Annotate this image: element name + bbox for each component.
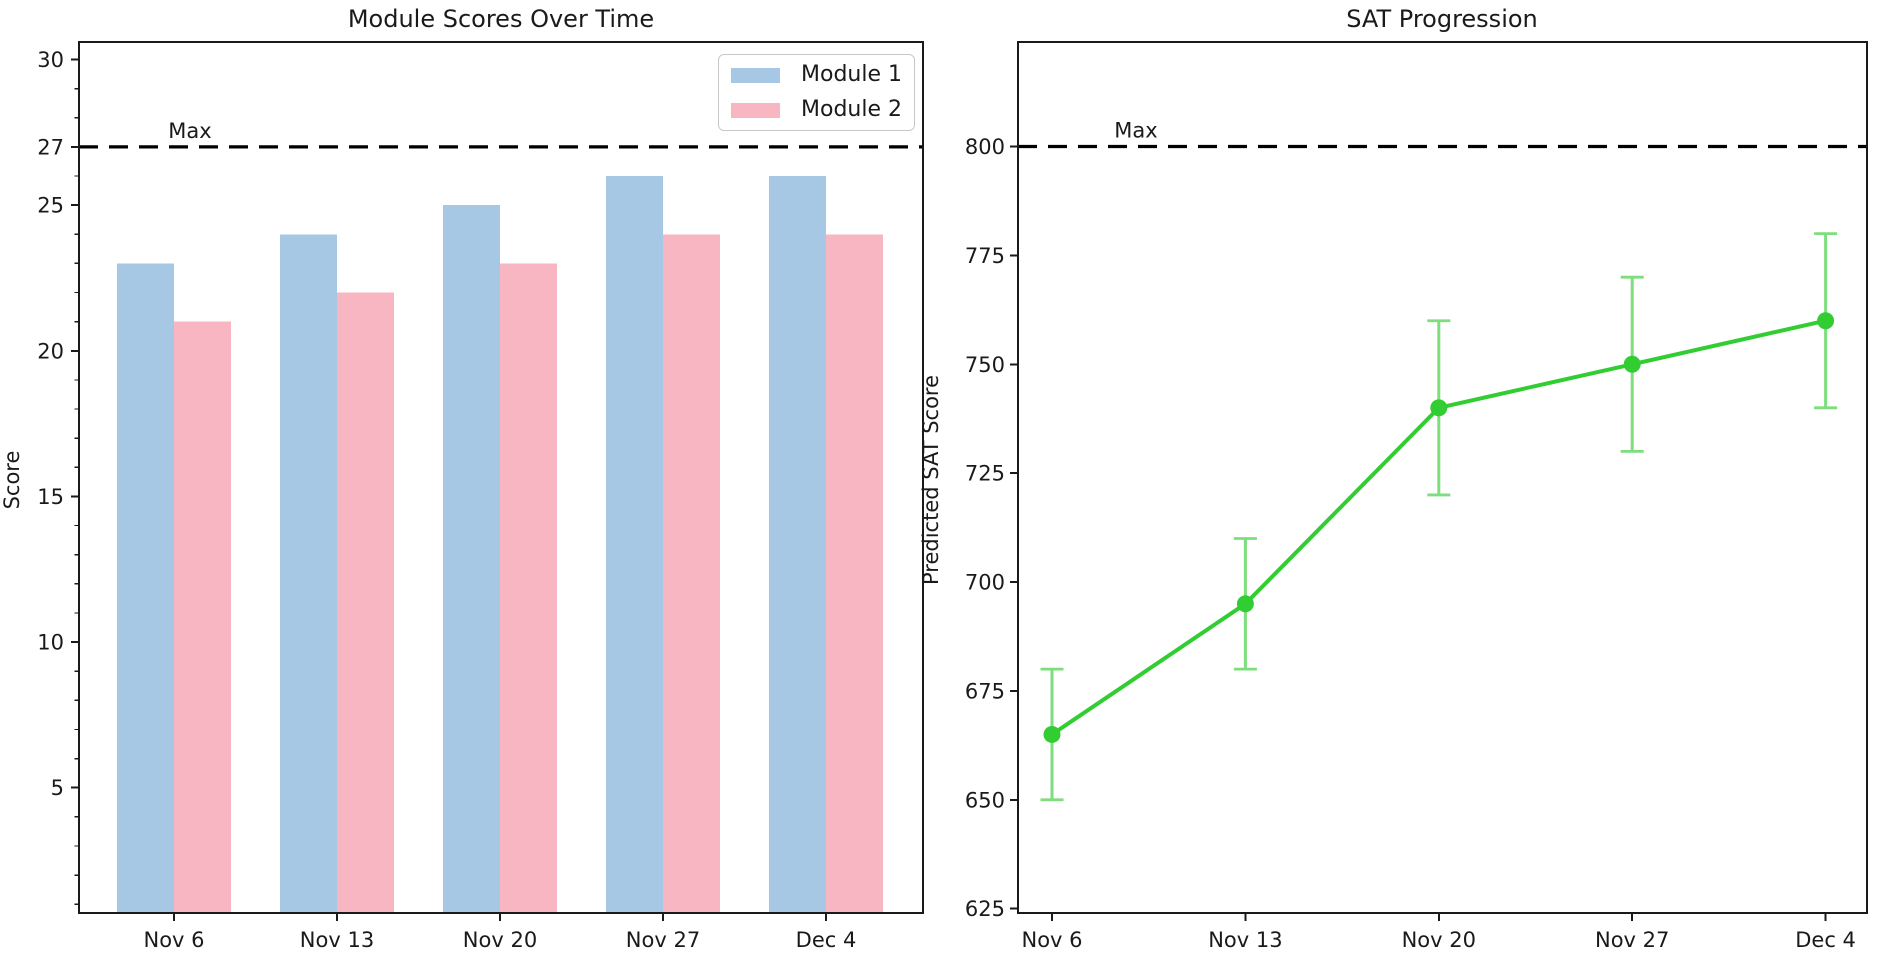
legend-swatch-module-2 <box>731 102 780 118</box>
y-tick-label: 27 <box>37 135 64 159</box>
y-tick-label: 5 <box>51 776 64 800</box>
x-tick-label: Dec 4 <box>796 928 857 952</box>
x-tick-label: Nov 13 <box>1208 928 1282 952</box>
legend-row-module-1: Module 1 <box>731 62 902 88</box>
max-line-label: Max <box>168 119 211 143</box>
x-tick-label: Nov 20 <box>1402 928 1476 952</box>
bar-module-2 <box>663 234 720 913</box>
y-tick-label: 725 <box>965 462 1005 486</box>
y-tick-label: 700 <box>965 571 1005 595</box>
x-tick-label: Nov 27 <box>626 928 700 952</box>
bar-module-2 <box>826 234 883 913</box>
y-tick-label: 10 <box>37 631 64 655</box>
left-chart-title: Module Scores Over Time <box>347 5 655 33</box>
bar-module-1 <box>443 205 500 913</box>
y-tick-label: 750 <box>965 353 1005 377</box>
x-tick-label: Nov 6 <box>1021 928 1082 952</box>
data-point-marker <box>1043 725 1061 743</box>
x-tick-label: Nov 27 <box>1595 928 1669 952</box>
y-tick-label: 625 <box>965 897 1005 921</box>
legend: Module 1 Module 2 <box>718 54 915 131</box>
y-tick-label: 25 <box>37 194 64 218</box>
y-tick-label: 15 <box>37 485 64 509</box>
right-chart-title: SAT Progression <box>1346 5 1538 33</box>
y-tick-label: 20 <box>37 339 64 363</box>
legend-label-module-2: Module 2 <box>801 97 902 122</box>
y-tick-label: 800 <box>965 135 1005 159</box>
bar-module-1 <box>117 263 174 913</box>
bar-module-2 <box>500 263 557 913</box>
x-tick-label: Nov 13 <box>300 928 374 952</box>
right-chart: Max 625 650 675 700 725 750 775 800 Nov 6 Nov 13 No… <box>965 41 1868 952</box>
legend-label-module-1: Module 1 <box>801 62 902 87</box>
legend-swatch-module-1 <box>731 67 780 83</box>
bar-module-1 <box>769 176 826 913</box>
right-y-axis-label: Predicted SAT Score <box>919 374 943 586</box>
y-tick-label: 650 <box>965 788 1005 812</box>
data-point-marker <box>1817 312 1835 330</box>
x-tick-label: Nov 20 <box>463 928 537 952</box>
left-y-axis-label: Score <box>0 450 24 510</box>
data-point-marker <box>1623 355 1641 373</box>
bar-module-1 <box>280 234 337 913</box>
y-tick-label: 30 <box>37 48 64 72</box>
y-tick-label: 675 <box>965 679 1005 703</box>
x-tick-label: Nov 6 <box>143 928 204 952</box>
x-tick-label: Dec 4 <box>1795 928 1856 952</box>
bar-module-2 <box>337 292 394 913</box>
y-tick-label: 775 <box>965 244 1005 268</box>
bar-module-1 <box>606 176 663 913</box>
axes-frame <box>1017 41 1868 914</box>
max-line-label: Max <box>1114 119 1157 143</box>
legend-row-module-2: Module 2 <box>731 97 902 123</box>
bar-module-2 <box>174 321 231 913</box>
data-point-marker <box>1430 399 1448 417</box>
data-point-marker <box>1236 595 1254 613</box>
left-chart: Max 5 10 15 20 25 27 30 Nov 6 Nov 13 Nov 20 Nov 27 D… <box>37 41 924 952</box>
